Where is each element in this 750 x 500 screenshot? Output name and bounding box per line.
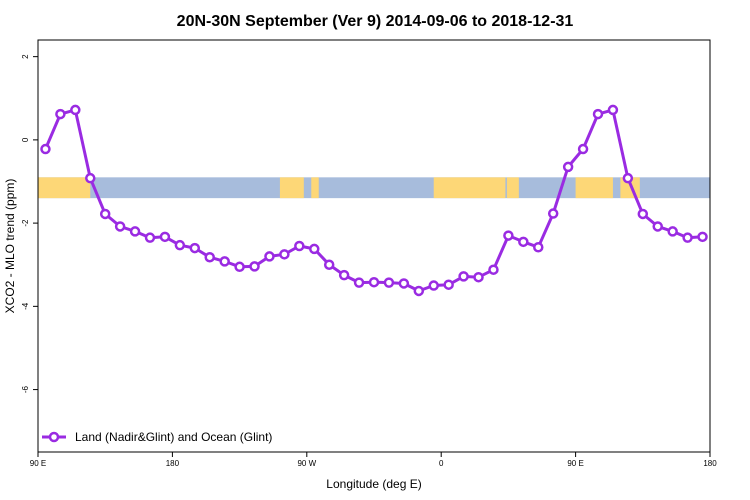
chart-title: 20N-30N September (Ver 9) 2014-09-06 to … — [177, 13, 574, 30]
data-point — [189, 242, 201, 254]
data-point — [398, 278, 410, 289]
data-point — [70, 104, 81, 116]
x-tick-label-0: 90 E — [30, 459, 46, 468]
data-point — [144, 232, 156, 243]
data-point — [279, 249, 290, 260]
data-point — [413, 285, 425, 297]
data-point — [518, 236, 529, 248]
axes: 90 E 180 90 W 0 90 E 180 2 0 -2 -4 -6 — [21, 54, 717, 468]
data-point — [40, 143, 51, 155]
legend: Land (Nadir&Glint) and Ocean (Glint) — [42, 430, 272, 444]
data-point — [99, 208, 111, 220]
data-point — [174, 239, 186, 251]
data-point — [607, 104, 619, 116]
y-tick-label-4: -6 — [21, 385, 30, 393]
data-point — [473, 271, 484, 283]
data-point — [503, 230, 514, 241]
land-segment-1 — [279, 177, 304, 199]
data-point — [488, 264, 499, 275]
data-point — [443, 279, 454, 290]
data-point — [637, 208, 649, 220]
x-tick-label-3: 0 — [439, 459, 444, 468]
legend-label: Land (Nadir&Glint) and Ocean (Glint) — [75, 430, 272, 444]
data-point — [353, 277, 365, 288]
land-segment-3 — [433, 177, 506, 199]
data-point — [114, 221, 126, 232]
data-point — [577, 143, 589, 155]
data-point — [129, 226, 141, 237]
data-point — [55, 108, 66, 120]
x-tick-label-4: 90 E — [567, 459, 583, 468]
plot-frame — [37, 39, 711, 453]
data-point — [547, 208, 559, 219]
land-segment-5 — [575, 177, 613, 199]
data-point — [234, 261, 245, 273]
land-segment-2 — [311, 177, 319, 199]
x-tick-label-2: 90 W — [297, 459, 316, 468]
data-point — [323, 259, 335, 270]
y-tick-label-2: -2 — [21, 219, 30, 227]
data-point — [204, 251, 215, 263]
data-point — [667, 226, 678, 237]
series-line-0 — [44, 108, 703, 293]
data-point — [159, 231, 171, 243]
data-point — [458, 271, 469, 282]
y-tick-label-0: 2 — [21, 54, 30, 59]
land-ocean-band — [38, 177, 710, 199]
y-axis-label: XCO2 - MLO trend (ppm) — [3, 179, 17, 314]
land-segment-0 — [38, 177, 91, 199]
data-point — [249, 261, 260, 272]
x-tick-label-1: 180 — [166, 459, 180, 468]
x-axis-label: Longitude (deg E) — [326, 477, 421, 491]
data-point — [294, 240, 305, 252]
data-point — [219, 256, 230, 267]
data-point — [85, 172, 96, 184]
data-point — [264, 251, 275, 262]
y-tick-label-3: -4 — [21, 302, 30, 310]
data-point — [682, 232, 693, 243]
legend-marker-swatch — [48, 431, 60, 443]
data-point — [338, 269, 350, 281]
data-point — [622, 172, 634, 184]
data-point — [652, 221, 663, 232]
ocean-band — [38, 177, 710, 199]
data-point — [697, 231, 708, 243]
x-tick-label-5: 180 — [703, 459, 717, 468]
series-layer — [40, 104, 708, 297]
data-point — [309, 243, 320, 255]
data-point — [533, 241, 544, 253]
data-point — [383, 277, 395, 288]
y-tick-label-1: 0 — [21, 137, 30, 142]
land-segment-4 — [506, 177, 519, 199]
data-point — [562, 161, 574, 173]
data-point — [368, 276, 380, 288]
data-point — [428, 280, 439, 291]
data-point — [592, 108, 604, 120]
